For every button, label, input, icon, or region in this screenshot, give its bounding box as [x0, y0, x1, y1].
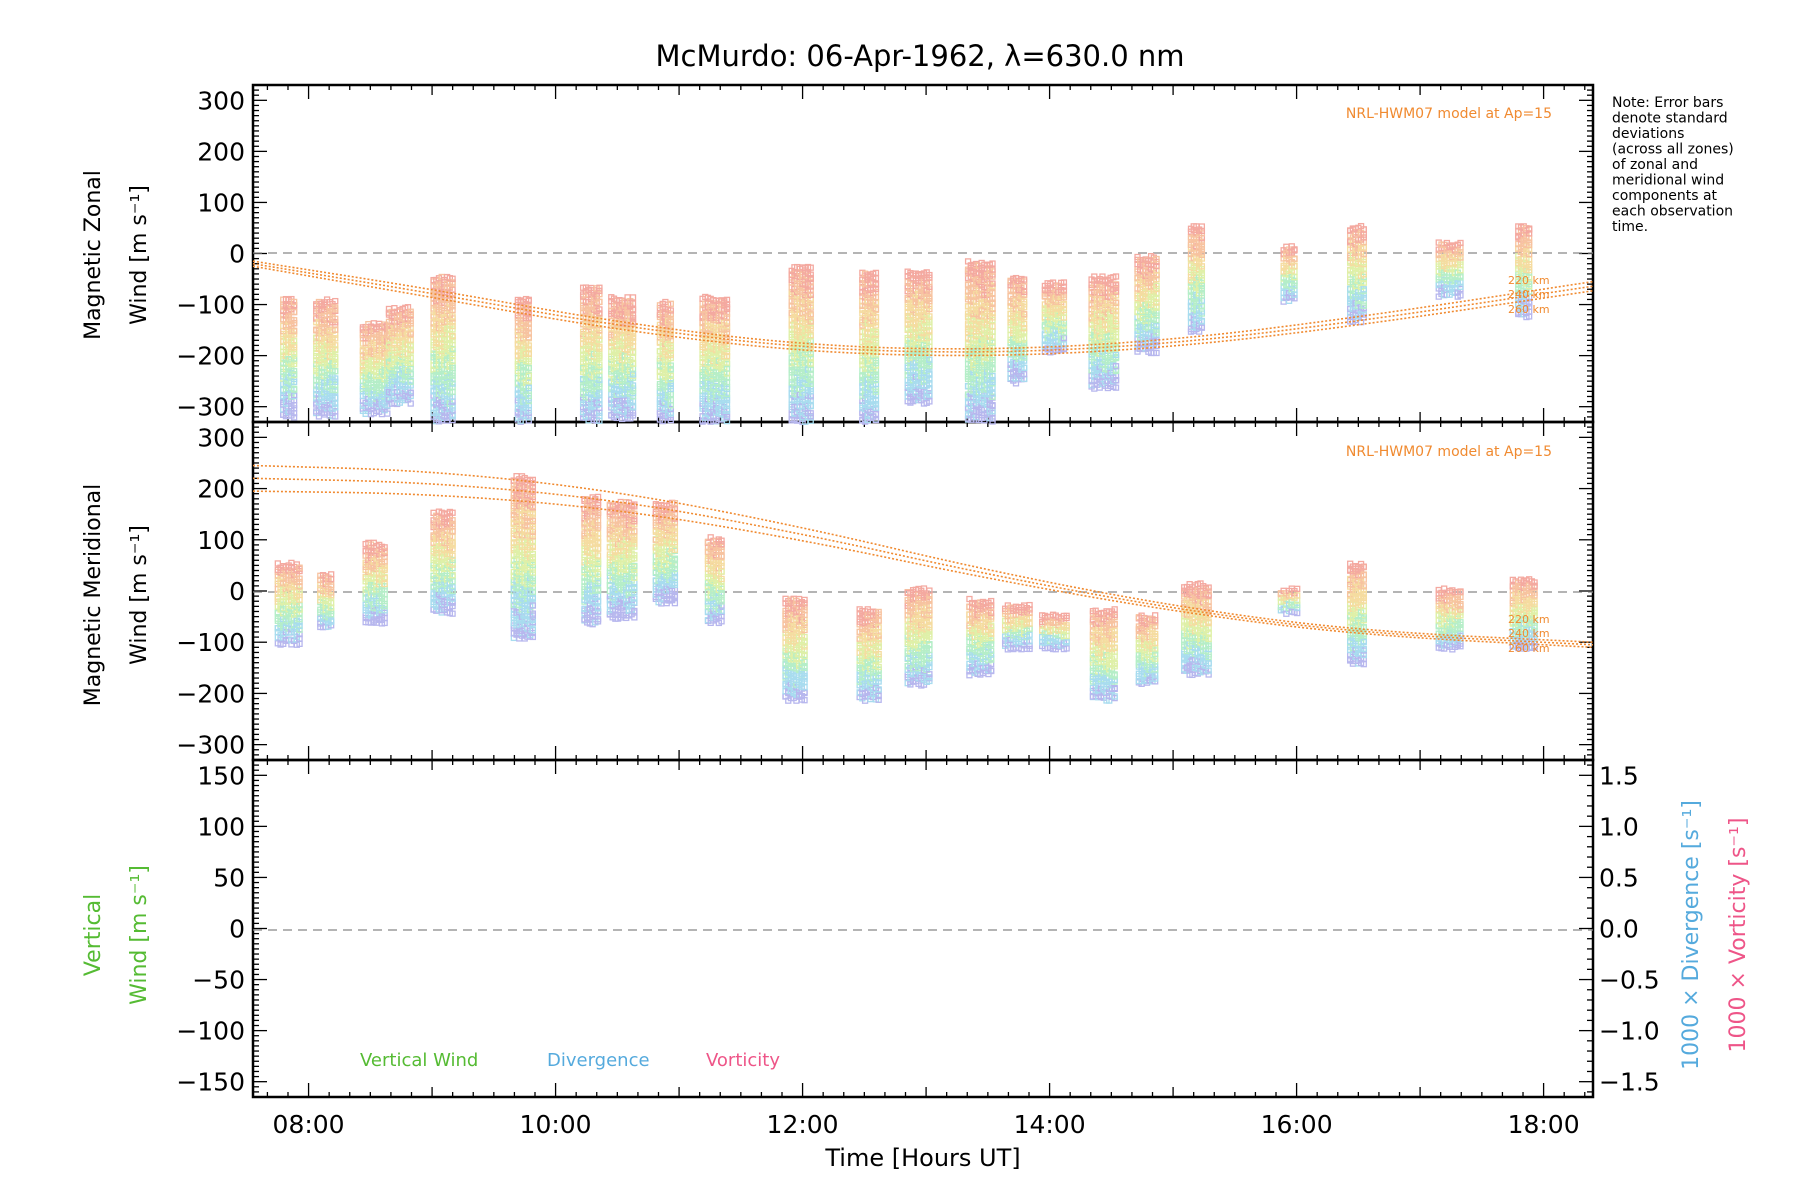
zonal-observations	[281, 224, 1532, 425]
zonal-panel: NRL-HWM07 model at Ap=15 220 km 240 km 2…	[81, 106, 1593, 424]
chart-title: McMurdo: 06-Apr-1962, λ=630.0 nm	[656, 39, 1185, 73]
vertical-frame	[253, 760, 1593, 1097]
